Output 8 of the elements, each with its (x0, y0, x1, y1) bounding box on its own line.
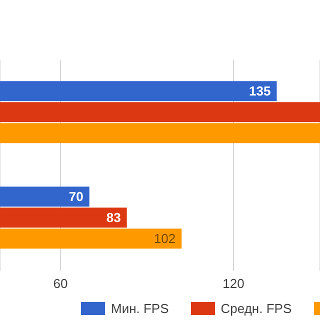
legend-label: Мин. FPS (111, 301, 169, 316)
x-tick-label: 60 (53, 276, 68, 292)
data-label: 83 (106, 210, 121, 226)
data-label: 135 (249, 84, 271, 99)
legend-label: Средн. FPS (220, 301, 292, 316)
x-tick-label: 120 (222, 276, 244, 292)
data-label: 70 (68, 189, 84, 204)
data-label: 102 (154, 231, 176, 246)
